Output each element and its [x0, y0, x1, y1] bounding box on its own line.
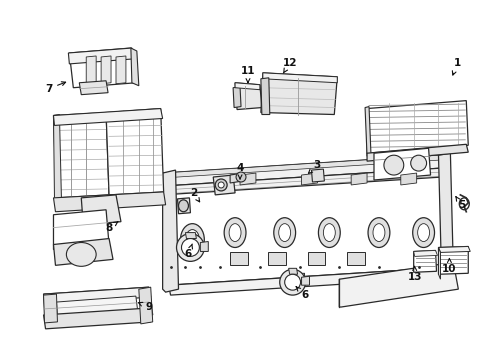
Ellipse shape	[273, 218, 295, 247]
Polygon shape	[413, 251, 437, 256]
Ellipse shape	[229, 224, 241, 242]
Polygon shape	[53, 113, 109, 198]
Polygon shape	[438, 247, 440, 279]
Ellipse shape	[66, 243, 96, 266]
Polygon shape	[365, 107, 370, 156]
Polygon shape	[163, 155, 438, 178]
Polygon shape	[185, 233, 196, 239]
Polygon shape	[86, 56, 96, 84]
Text: 10: 10	[441, 258, 456, 274]
Polygon shape	[43, 287, 150, 304]
Polygon shape	[400, 173, 416, 185]
Polygon shape	[366, 100, 468, 153]
Text: 4: 4	[236, 163, 243, 179]
Polygon shape	[413, 251, 436, 272]
Polygon shape	[240, 173, 255, 185]
Text: 3: 3	[308, 160, 321, 174]
Polygon shape	[260, 78, 269, 114]
Polygon shape	[286, 273, 304, 288]
Polygon shape	[68, 48, 133, 64]
Polygon shape	[235, 83, 259, 90]
Ellipse shape	[215, 179, 226, 191]
Polygon shape	[53, 114, 61, 199]
Ellipse shape	[178, 200, 188, 212]
Ellipse shape	[224, 218, 245, 247]
Polygon shape	[288, 268, 297, 274]
Ellipse shape	[372, 224, 384, 242]
Text: 12: 12	[282, 58, 296, 73]
Polygon shape	[165, 168, 444, 199]
Polygon shape	[373, 148, 429, 180]
Ellipse shape	[323, 224, 335, 242]
Bar	[307, 252, 325, 265]
Polygon shape	[79, 81, 108, 95]
Text: 6: 6	[295, 287, 307, 300]
Bar	[267, 252, 285, 265]
Text: 6: 6	[184, 244, 192, 260]
Text: 9: 9	[138, 302, 152, 312]
Polygon shape	[106, 109, 163, 195]
Polygon shape	[438, 153, 452, 271]
Polygon shape	[301, 173, 317, 185]
Polygon shape	[53, 210, 109, 249]
Text: 11: 11	[240, 66, 255, 82]
Text: 1: 1	[451, 58, 460, 75]
Ellipse shape	[185, 230, 199, 249]
Polygon shape	[69, 48, 136, 88]
Ellipse shape	[236, 172, 245, 182]
Polygon shape	[438, 247, 469, 252]
Polygon shape	[263, 73, 337, 83]
Polygon shape	[350, 173, 366, 185]
Polygon shape	[56, 296, 138, 318]
Polygon shape	[116, 56, 126, 84]
Polygon shape	[438, 247, 468, 274]
Polygon shape	[230, 173, 243, 183]
Polygon shape	[81, 195, 121, 225]
Ellipse shape	[181, 239, 199, 256]
Polygon shape	[301, 276, 309, 285]
Text: 5: 5	[455, 197, 464, 210]
Polygon shape	[213, 175, 235, 195]
Polygon shape	[163, 170, 178, 292]
Polygon shape	[339, 262, 457, 307]
Polygon shape	[139, 287, 152, 324]
Ellipse shape	[180, 224, 204, 255]
Ellipse shape	[383, 155, 403, 175]
Text: 7: 7	[45, 82, 65, 94]
Polygon shape	[163, 155, 441, 186]
Polygon shape	[53, 192, 165, 212]
Ellipse shape	[412, 218, 434, 247]
Polygon shape	[168, 267, 450, 295]
Ellipse shape	[367, 218, 389, 247]
Text: 2: 2	[189, 188, 199, 202]
Ellipse shape	[318, 218, 340, 247]
Ellipse shape	[417, 224, 428, 242]
Polygon shape	[43, 308, 150, 329]
Ellipse shape	[218, 182, 224, 188]
Polygon shape	[366, 144, 468, 161]
Polygon shape	[200, 242, 208, 251]
Polygon shape	[235, 83, 262, 109]
Polygon shape	[131, 48, 139, 86]
Polygon shape	[53, 239, 113, 265]
Ellipse shape	[410, 155, 426, 171]
Ellipse shape	[279, 269, 305, 295]
Polygon shape	[311, 169, 324, 182]
Polygon shape	[163, 177, 447, 285]
Text: 8: 8	[105, 222, 118, 233]
Polygon shape	[101, 56, 111, 84]
Text: 13: 13	[407, 266, 421, 282]
Polygon shape	[43, 294, 57, 323]
Polygon shape	[53, 109, 163, 125]
Polygon shape	[233, 87, 241, 108]
Bar	[230, 252, 247, 265]
Polygon shape	[260, 73, 337, 114]
Polygon shape	[43, 287, 152, 322]
Ellipse shape	[176, 234, 204, 261]
Ellipse shape	[278, 224, 290, 242]
Ellipse shape	[284, 274, 300, 290]
Bar	[346, 252, 365, 265]
Polygon shape	[177, 198, 190, 214]
